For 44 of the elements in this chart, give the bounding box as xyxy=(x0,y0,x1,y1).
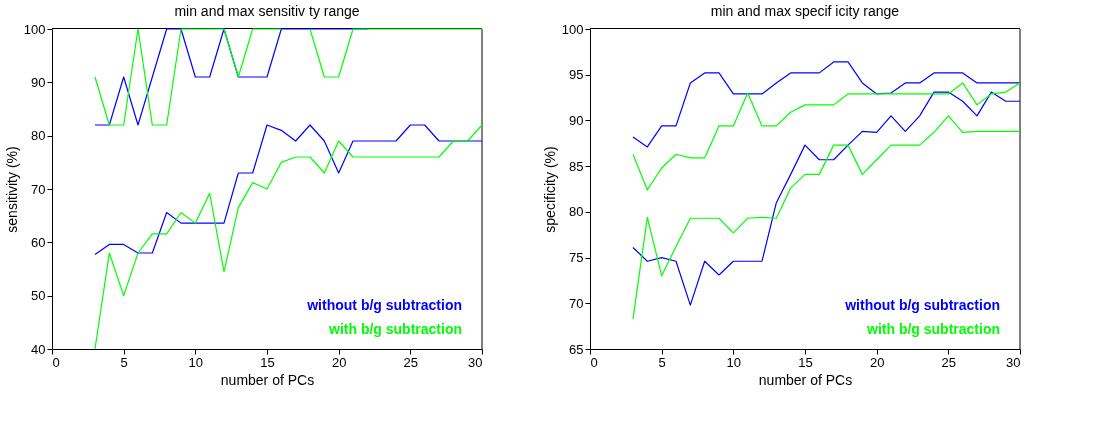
x-tick-label: 30 xyxy=(1006,354,1021,370)
line-series xyxy=(94,124,483,350)
x-axis-title: number of PCs xyxy=(220,371,315,388)
text: with b/g subtraction xyxy=(328,321,462,337)
y-tick-label: 70 xyxy=(569,295,584,311)
chart-title: min and max specif icity range xyxy=(710,3,900,19)
y-axis-title: specificity (%) xyxy=(541,146,558,233)
text: without b/g subtraction xyxy=(844,297,1000,313)
line-series xyxy=(632,115,1021,320)
text: with b/g subtraction xyxy=(866,321,1000,337)
y-tick-label: 100 xyxy=(561,21,584,37)
y-tick-label: 90 xyxy=(569,112,584,128)
x-axis-title: number of PCs xyxy=(758,371,853,388)
x-tick-label: 20 xyxy=(331,354,347,370)
y-tick-label: 85 xyxy=(569,158,584,174)
y-tick-label: 90 xyxy=(31,74,46,90)
y-tick-label: 80 xyxy=(31,128,46,144)
line-series xyxy=(632,82,1021,191)
chart-title: min and max sensitiv ty range xyxy=(174,3,360,19)
x-tick-label: 15 xyxy=(260,354,275,370)
x-tick-label: 5 xyxy=(120,354,128,370)
y-tick-label: 95 xyxy=(569,67,584,83)
x-tick-label: 0 xyxy=(52,354,60,370)
x-tick-label: 0 xyxy=(590,354,598,370)
y-tick-label: 65 xyxy=(569,341,584,357)
x-tick-label: 15 xyxy=(798,354,813,370)
y-tick-label: 80 xyxy=(569,204,584,220)
x-tick-label: 30 xyxy=(468,354,483,370)
y-tick-label: 100 xyxy=(23,21,46,37)
x-tick-label: 25 xyxy=(941,354,957,370)
y-axis-title: sensitivity (%) xyxy=(3,146,20,233)
text: without b/g subtraction xyxy=(306,297,462,313)
y-tick-label: 40 xyxy=(31,341,46,357)
y-tick-label: 75 xyxy=(569,250,584,266)
x-tick-label: 10 xyxy=(188,354,204,370)
y-tick-label: 70 xyxy=(31,181,46,197)
x-tick-label: 20 xyxy=(869,354,885,370)
line-series xyxy=(632,61,1021,148)
y-tick-label: 50 xyxy=(31,288,46,304)
x-tick-label: 10 xyxy=(726,354,742,370)
x-tick-label: 5 xyxy=(658,354,666,370)
line-series xyxy=(94,124,483,256)
x-tick-label: 25 xyxy=(403,354,419,370)
y-tick-label: 60 xyxy=(31,234,46,250)
